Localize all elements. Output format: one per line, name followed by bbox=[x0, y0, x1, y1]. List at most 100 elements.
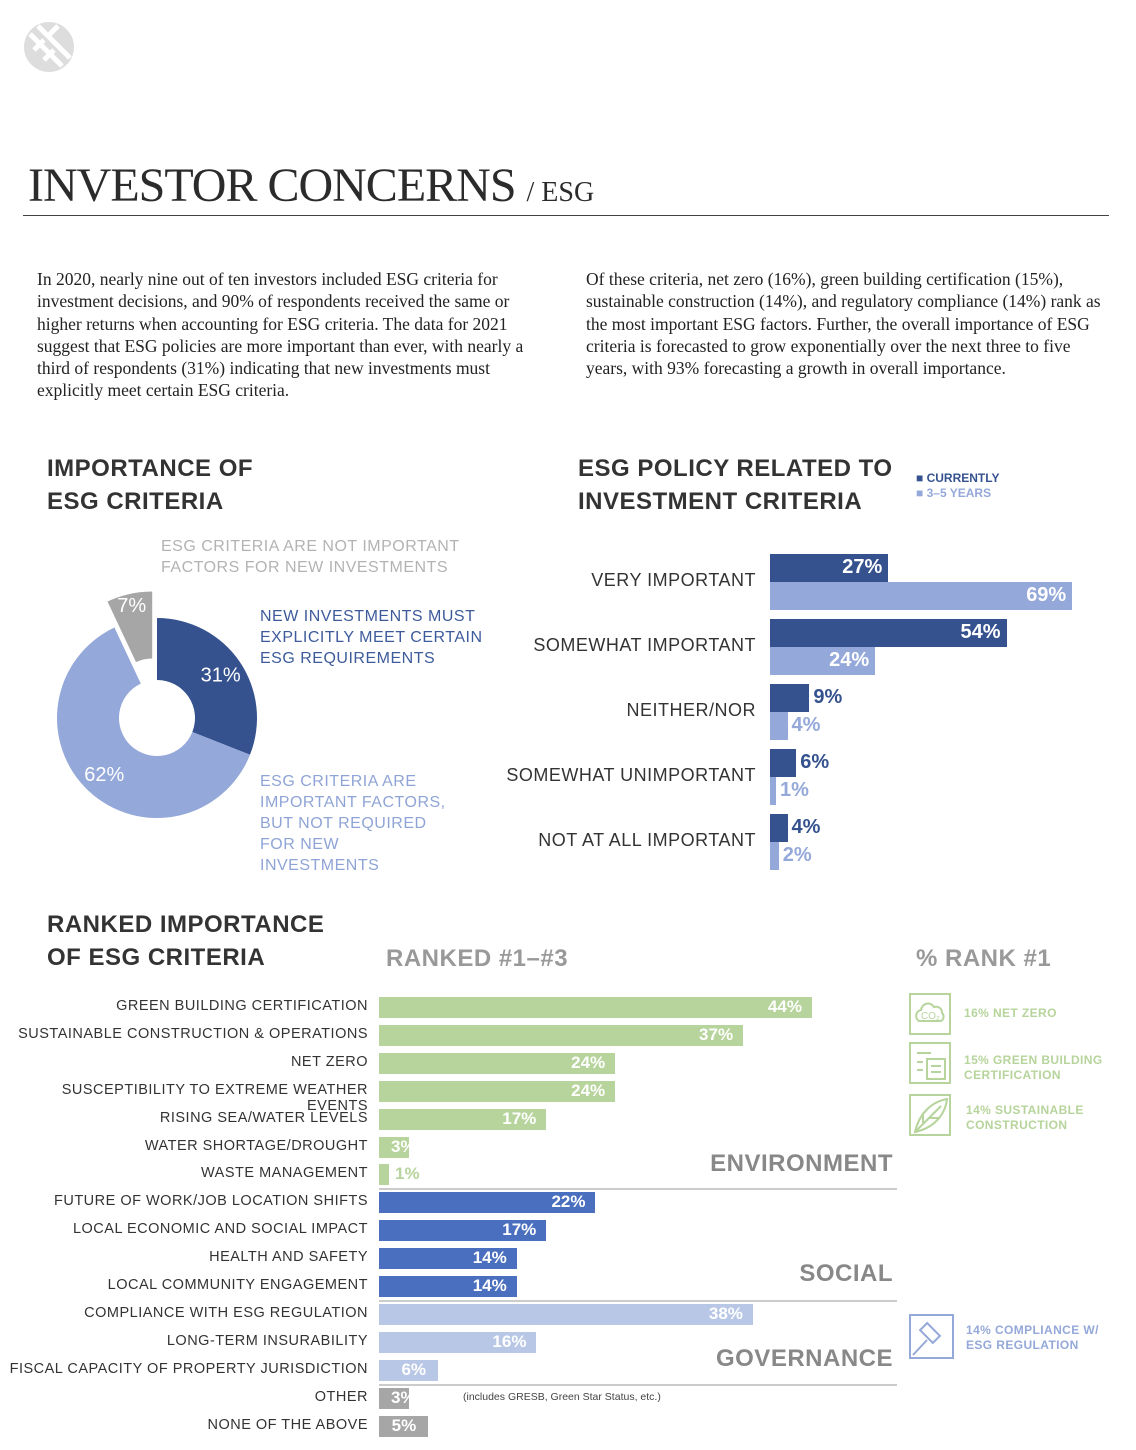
intro-right: Of these criteria, net zero (16%), green… bbox=[586, 269, 1101, 379]
ranked-group-label: GOVERNANCE bbox=[715, 1345, 893, 1372]
policy-bar: 27% bbox=[770, 554, 889, 582]
ranked-bar-value: 17% bbox=[502, 1220, 537, 1240]
policy-bar-value: 9% bbox=[813, 686, 843, 708]
donut-slice-label: 31% bbox=[201, 665, 241, 687]
intro-left: In 2020, nearly nine out of ten investor… bbox=[37, 269, 524, 401]
policy-title: ESG POLICY RELATED TO INVESTMENT CRITERI… bbox=[578, 455, 893, 515]
ranked-bar-value: 24% bbox=[571, 1080, 606, 1100]
ranked-bar: 1% bbox=[379, 1164, 420, 1186]
ranked-category-label: LONG-TERM INSURABILITY bbox=[166, 1332, 368, 1349]
policy-bar: 6% bbox=[770, 749, 829, 777]
logo-globe-icon bbox=[24, 22, 74, 72]
ranked-bar-value: 37% bbox=[699, 1024, 734, 1044]
donut-slice-label: 7% bbox=[117, 595, 146, 617]
policy-bar-value: 69% bbox=[1026, 584, 1067, 606]
rank1-title: % RANK #1 bbox=[916, 945, 1052, 972]
certificate-document-icon bbox=[909, 1042, 951, 1084]
policy-bar-value: 6% bbox=[800, 751, 830, 773]
ranked-bar-value: 3% bbox=[391, 1136, 409, 1156]
ranked-bar-value: 22% bbox=[551, 1192, 586, 1212]
ranked-title: RANKED IMPORTANCE OF ESG CRITERIA bbox=[47, 911, 325, 971]
leaf-icon bbox=[909, 1094, 951, 1136]
page-title: INVESTOR CONCERNS / ESG bbox=[28, 158, 594, 213]
ranked-bar-value: 6% bbox=[401, 1359, 427, 1379]
ranked-bar: 3% bbox=[379, 1387, 409, 1409]
ranked-group-label: ENVIRONMENT bbox=[710, 1150, 893, 1177]
ranked-bar: 17% bbox=[379, 1108, 547, 1130]
policy-category-label: SOMEWHAT IMPORTANT bbox=[533, 635, 756, 655]
policy-bar-value: 1% bbox=[780, 779, 809, 801]
ranked-category-label: SUSCEPTIBILITY TO EXTREME WEATHER EVENTS bbox=[61, 1081, 368, 1114]
ranked-bar: 17% bbox=[379, 1220, 547, 1242]
title-subtitle: / ESG bbox=[526, 177, 595, 208]
ranked-bar: 22% bbox=[379, 1192, 596, 1214]
policy-bar: 54% bbox=[770, 619, 1007, 647]
ranked-bar-value: 14% bbox=[472, 1276, 507, 1295]
policy-bar-value: 4% bbox=[791, 714, 821, 736]
ranked-category-label: GREEN BUILDING CERTIFICATION bbox=[116, 998, 368, 1014]
rank1-item: 14% SUSTAINABLE CONSTRUCTION bbox=[966, 1103, 1084, 1132]
legend-currently: ■ CURRENTLY bbox=[916, 471, 1000, 485]
ranked-bar: 14% bbox=[379, 1248, 517, 1270]
ranked-bar: 6% bbox=[379, 1359, 439, 1381]
gavel-icon bbox=[909, 1314, 954, 1359]
policy-bar: 4% bbox=[770, 814, 820, 842]
ranked-bar: 24% bbox=[379, 1080, 616, 1102]
policy-category-label: VERY IMPORTANT bbox=[591, 570, 756, 590]
ranked-group-label: SOCIAL bbox=[799, 1260, 893, 1287]
ranked-category-label: RISING SEA/WATER LEVELS bbox=[159, 1109, 368, 1126]
ranked-category-label: FUTURE OF WORK/JOB LOCATION SHIFTS bbox=[54, 1193, 368, 1210]
ranked-category-label: WASTE MANAGEMENT bbox=[201, 1165, 368, 1182]
group-divider bbox=[379, 1188, 897, 1191]
policy-bar-value: 54% bbox=[960, 621, 1001, 643]
ranked-bar-value: 3% bbox=[391, 1387, 409, 1407]
ranked-bar: 38% bbox=[379, 1303, 753, 1325]
donut-label-not-important: ESG CRITERIA ARE NOT IMPORTANT FACTORS F… bbox=[161, 538, 460, 576]
ranked-bar-value: 24% bbox=[571, 1052, 606, 1072]
ranked-category-label: WATER SHORTAGE/DROUGHT bbox=[144, 1137, 368, 1154]
co2-cloud-icon: CO₂ bbox=[909, 993, 951, 1035]
legend-3-5-years: ■ 3–5 YEARS bbox=[916, 486, 992, 500]
ranked-category-label: NET ZERO bbox=[290, 1053, 368, 1070]
policy-category-label: NOT AT ALL IMPORTANT bbox=[538, 830, 756, 850]
rank1-item: 15% GREEN BUILDING CERTIFICATION bbox=[964, 1053, 1103, 1082]
donut-slice-label: 62% bbox=[84, 764, 124, 786]
policy-bar-value: 24% bbox=[829, 649, 870, 671]
ranked-category-label: COMPLIANCE WITH ESG REGULATION bbox=[84, 1304, 368, 1321]
policy-bar: 69% bbox=[770, 582, 1073, 610]
ranked-bar-value: 1% bbox=[395, 1164, 420, 1184]
legend-label: CURRENTLY bbox=[926, 471, 1000, 485]
ranked-bar: 14% bbox=[379, 1276, 517, 1297]
svg-text:CO₂: CO₂ bbox=[921, 1011, 940, 1022]
ranked-category-label: LOCAL COMMUNITY ENGAGEMENT bbox=[107, 1277, 368, 1293]
policy-bar-value: 2% bbox=[782, 844, 812, 866]
policy-bar: 9% bbox=[770, 684, 842, 712]
ranked-category-label: SUSTAINABLE CONSTRUCTION & OPERATIONS bbox=[18, 1025, 368, 1042]
group-divider bbox=[379, 1383, 897, 1386]
policy-legend: ■ CURRENTLY ■ 3–5 YEARS bbox=[916, 471, 1000, 501]
policy-bar: 1% bbox=[770, 777, 809, 805]
ranked-category-label: FISCAL CAPACITY OF PROPERTY JURISDICTION bbox=[9, 1360, 368, 1377]
ranked-bar: 3% bbox=[379, 1136, 409, 1158]
policy-bar: 4% bbox=[770, 712, 820, 740]
ranked-category-label: LOCAL ECONOMIC AND SOCIAL IMPACT bbox=[72, 1221, 368, 1238]
donut-label-important: ESG CRITERIA ARE IMPORTANT FACTORS, BUT … bbox=[260, 773, 446, 874]
donut-slice bbox=[107, 591, 153, 663]
ranked-bar: 16% bbox=[379, 1331, 537, 1353]
rank1-item: 14% COMPLIANCE W/ ESG REGULATION bbox=[966, 1323, 1099, 1352]
policy-category-label: SOMEWHAT UNIMPORTANT bbox=[506, 765, 756, 785]
ranked-category-label: OTHER bbox=[314, 1388, 368, 1405]
ranked-bar: 44% bbox=[379, 997, 812, 1018]
title-text: INVESTOR CONCERNS bbox=[28, 159, 517, 212]
ranked-category-label: NONE OF THE ABOVE bbox=[207, 1416, 368, 1433]
policy-bar-value: 4% bbox=[791, 816, 821, 838]
ranked-bar-value: 16% bbox=[492, 1331, 527, 1351]
ranked-bar-value: 44% bbox=[767, 997, 802, 1016]
rank1-item: 16% NET ZERO bbox=[964, 1006, 1057, 1020]
ranked-bar-value: 14% bbox=[472, 1248, 507, 1268]
ranked-bar: 24% bbox=[379, 1052, 616, 1074]
donut-chart: 31% 62% 7% bbox=[56, 591, 257, 818]
policy-category-label: NEITHER/NOR bbox=[626, 700, 756, 720]
policy-bar: 24% bbox=[770, 647, 876, 675]
